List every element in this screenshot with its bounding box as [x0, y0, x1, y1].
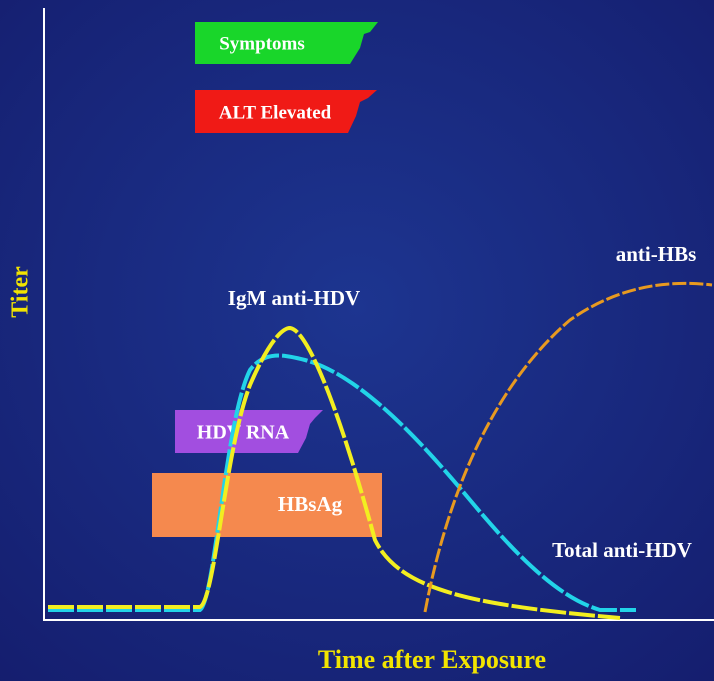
curve-label: anti-HBs	[616, 242, 697, 266]
y-axis-label: Titer	[8, 266, 34, 318]
hbsag-bar	[152, 473, 382, 537]
anti-hbs-curve	[423, 281, 713, 613]
bar-label: ALT Elevated	[219, 102, 332, 123]
alt-bar	[195, 90, 377, 133]
x-axis-label: Time after Exposure	[318, 645, 546, 674]
hdv-rna-bar	[175, 410, 323, 453]
curve-label: IgM anti-HDV	[228, 286, 360, 310]
bar-label: Symptoms	[219, 33, 305, 54]
symptoms-bar	[195, 22, 378, 64]
bar-label: HDV RNA	[197, 422, 290, 444]
bar-label: HBsAg	[278, 492, 343, 516]
curve-label: Total anti-HDV	[552, 538, 692, 562]
